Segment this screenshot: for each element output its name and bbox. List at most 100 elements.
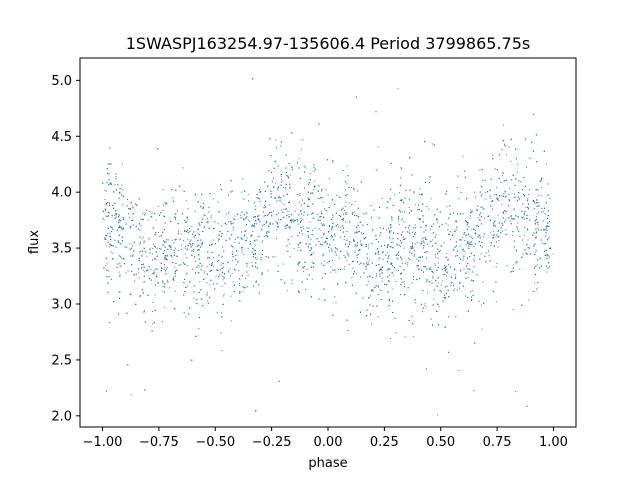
data-point — [451, 282, 453, 284]
data-point — [243, 218, 245, 220]
data-point — [521, 189, 523, 191]
data-point — [392, 300, 394, 302]
data-point — [536, 213, 538, 215]
data-point — [495, 266, 497, 268]
data-point — [276, 222, 278, 224]
data-point — [116, 266, 118, 268]
data-point — [140, 267, 142, 269]
data-point — [196, 299, 198, 301]
data-point — [440, 291, 442, 293]
data-point — [223, 294, 225, 296]
data-point — [460, 270, 462, 272]
data-point — [409, 189, 411, 191]
data-point — [197, 239, 199, 241]
data-point — [387, 257, 389, 259]
data-point — [503, 193, 505, 195]
data-point — [265, 222, 267, 224]
data-point — [152, 272, 154, 274]
data-point — [121, 226, 123, 228]
data-point — [174, 266, 176, 268]
data-point — [198, 254, 200, 256]
data-point — [239, 291, 241, 293]
data-point — [491, 200, 493, 202]
data-point — [154, 269, 156, 271]
data-point — [408, 206, 410, 208]
data-point — [164, 258, 166, 260]
data-point — [437, 266, 439, 268]
data-point — [323, 224, 325, 226]
data-point — [323, 234, 325, 236]
data-point — [289, 187, 291, 189]
data-point — [546, 271, 548, 273]
data-point — [340, 230, 342, 232]
data-point — [317, 190, 319, 192]
data-point — [165, 255, 167, 257]
data-point — [401, 218, 403, 220]
data-point — [330, 235, 332, 237]
data-point — [425, 281, 427, 283]
data-point — [222, 279, 224, 281]
data-point — [300, 242, 302, 244]
data-point — [233, 284, 235, 286]
data-point — [131, 270, 133, 272]
data-point — [352, 267, 354, 269]
data-point — [339, 236, 341, 238]
data-point — [129, 226, 131, 228]
data-point — [126, 199, 128, 200]
data-point — [470, 228, 472, 230]
data-point — [407, 264, 409, 266]
data-point — [212, 198, 214, 200]
data-point — [542, 220, 544, 222]
data-point — [481, 216, 483, 218]
data-point — [503, 180, 505, 182]
data-point — [361, 232, 363, 234]
data-point — [444, 298, 446, 300]
data-point — [455, 255, 457, 257]
data-point — [381, 277, 383, 279]
data-point — [404, 286, 406, 288]
data-point — [175, 189, 177, 191]
data-point — [450, 239, 452, 241]
data-point — [429, 176, 431, 178]
data-point — [278, 212, 280, 214]
data-point — [548, 262, 550, 264]
data-point — [189, 243, 191, 245]
data-point — [203, 202, 205, 204]
data-point — [412, 245, 414, 247]
data-point — [341, 209, 343, 211]
data-point — [178, 264, 180, 266]
data-point — [251, 251, 253, 253]
data-point — [422, 221, 424, 223]
data-point — [485, 252, 487, 254]
data-point — [469, 212, 471, 214]
data-point — [434, 214, 436, 216]
data-point — [286, 245, 288, 247]
data-point — [165, 258, 167, 260]
data-point — [448, 263, 450, 265]
data-point — [543, 243, 545, 245]
data-point — [366, 257, 368, 259]
data-point — [346, 165, 348, 167]
data-point — [207, 257, 209, 259]
data-point — [230, 191, 232, 193]
data-point — [173, 279, 175, 281]
data-point — [276, 188, 278, 190]
data-point — [424, 302, 426, 304]
data-point — [358, 216, 360, 218]
data-point — [362, 224, 364, 226]
data-point — [475, 233, 477, 235]
data-point — [276, 200, 278, 202]
data-point — [308, 182, 310, 184]
data-point — [320, 223, 322, 225]
data-point — [135, 203, 137, 205]
data-point — [163, 268, 165, 270]
data-point — [244, 190, 246, 192]
data-point — [128, 213, 130, 215]
data-point — [480, 223, 482, 225]
data-point — [185, 316, 187, 318]
data-point — [177, 223, 179, 225]
data-point — [447, 289, 449, 291]
data-point — [504, 190, 506, 192]
data-point — [360, 276, 362, 278]
data-point — [392, 271, 393, 273]
